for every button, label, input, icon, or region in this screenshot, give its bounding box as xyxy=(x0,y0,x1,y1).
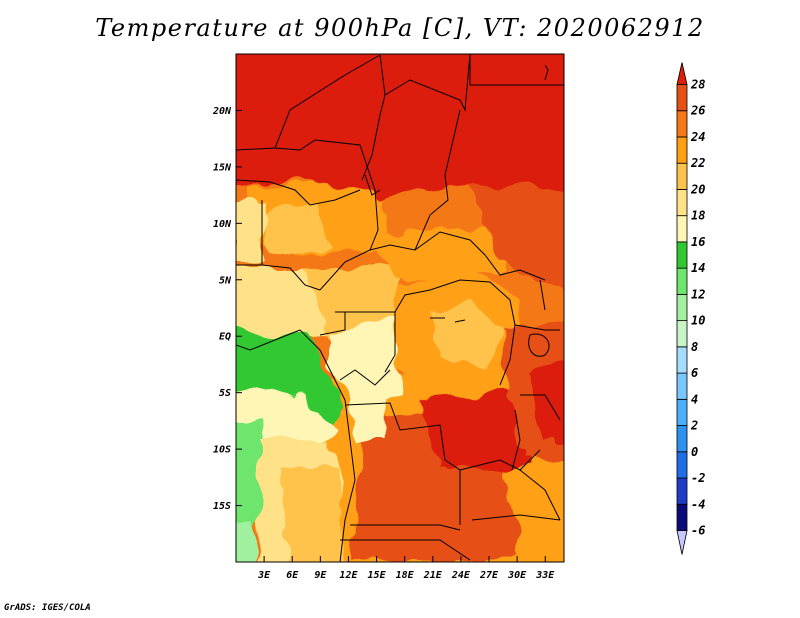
colorbar-label: 10 xyxy=(691,314,705,328)
y-axis: 20N 15N 10N 5N EQ 5S 10S 15S xyxy=(212,106,242,512)
colorbar-swatch xyxy=(676,267,688,295)
country-borders xyxy=(236,54,564,562)
colorbar-swatch xyxy=(676,110,688,138)
colorbar-label: -4 xyxy=(691,497,705,511)
x-tick-label: 27E xyxy=(479,570,499,581)
y-tick-label: EQ xyxy=(219,332,231,343)
y-tick-label: 15N xyxy=(213,162,232,173)
colorbar-swatch xyxy=(676,346,688,374)
x-tick-label: 15E xyxy=(368,570,387,581)
colorbar-swatch xyxy=(676,425,688,453)
field-benin-20 xyxy=(236,200,265,265)
colorbar-swatch xyxy=(676,241,688,269)
grads-credit: GrADS: IGES/COLA xyxy=(4,603,91,613)
colorbar-swatch xyxy=(676,320,688,348)
colorbar-swatch xyxy=(676,136,688,164)
field-congo-28 xyxy=(420,390,530,470)
colorbar-swatch xyxy=(676,477,688,505)
colorbar-label: 26 xyxy=(690,104,705,118)
y-tick-label: 5S xyxy=(219,388,231,399)
field-car-24 xyxy=(370,225,510,280)
colorbar-swatch xyxy=(676,84,688,112)
colorbar-label: 8 xyxy=(691,340,698,354)
field-sudan-26 xyxy=(460,161,564,292)
field-nigeria-22 xyxy=(260,205,330,255)
x-tick-label: 12E xyxy=(339,570,358,581)
colorbar-label: 22 xyxy=(690,156,705,170)
colorbar-top-arrow xyxy=(676,62,688,85)
y-tick-label: 15S xyxy=(213,501,231,512)
field-congo-22 xyxy=(430,300,500,370)
y-tick-label: 5N xyxy=(219,275,232,286)
colorbar-swatch xyxy=(676,372,688,400)
x-tick-label: 30E xyxy=(507,570,527,581)
colorbar-label: 2 xyxy=(690,419,698,433)
field-namibia-22 xyxy=(280,470,345,562)
colorbar-label: 24 xyxy=(690,130,705,144)
colorbar-bottom-arrow xyxy=(676,530,688,555)
temperature-field xyxy=(236,54,564,562)
colorbar-label: -6 xyxy=(691,524,705,538)
colorbar-label: 18 xyxy=(691,209,705,223)
field-sahara-28 xyxy=(236,54,564,195)
y-tick-label: 20N xyxy=(212,106,232,117)
x-tick-label: 33E xyxy=(535,570,555,581)
colorbar-swatch xyxy=(676,189,688,217)
colorbar-swatch xyxy=(676,215,688,243)
x-tick-label: 18E xyxy=(396,570,415,581)
colorbar-label: 4 xyxy=(691,392,698,406)
colorbar-label: 14 xyxy=(691,261,705,275)
colorbar-swatch xyxy=(676,398,688,426)
colorbar-swatch xyxy=(676,503,688,531)
x-tick-label: 24E xyxy=(451,570,471,581)
x-tick-label: 9E xyxy=(314,570,327,581)
field-gabon-18 xyxy=(330,320,400,400)
field-cameroon-22 xyxy=(300,255,400,340)
colorbar-label: -2 xyxy=(691,471,705,485)
colorbar-label: 6 xyxy=(691,366,698,380)
chart-title: Temperature at 900hPa [C], VT: 202006291… xyxy=(95,14,705,42)
field-east-28 xyxy=(530,361,564,440)
x-tick-label: 6E xyxy=(286,570,299,581)
colorbar-label: 0 xyxy=(691,445,698,459)
colorbar-label: 28 xyxy=(690,78,705,92)
field-atlantic-10 xyxy=(236,520,259,562)
colorbar-label: 16 xyxy=(691,235,705,249)
colorbar-swatch xyxy=(676,293,688,322)
colorbar-label: 20 xyxy=(690,182,705,196)
field-coast-18 xyxy=(350,395,385,440)
field-atlantic-14 xyxy=(236,330,345,430)
plot-frame xyxy=(235,53,565,563)
y-tick-label: 10S xyxy=(213,445,231,456)
colorbar-swatch xyxy=(676,162,688,190)
colorbar-swatch xyxy=(676,451,688,479)
x-axis: 3E 6E 9E 12E 15E 18E 21E 24E 27E 30E 33E xyxy=(257,556,555,581)
x-tick-label: 21E xyxy=(423,570,443,581)
x-tick-label: 3E xyxy=(257,570,271,581)
colorbar-label: 12 xyxy=(691,287,705,301)
y-tick-label: 10N xyxy=(213,219,232,230)
